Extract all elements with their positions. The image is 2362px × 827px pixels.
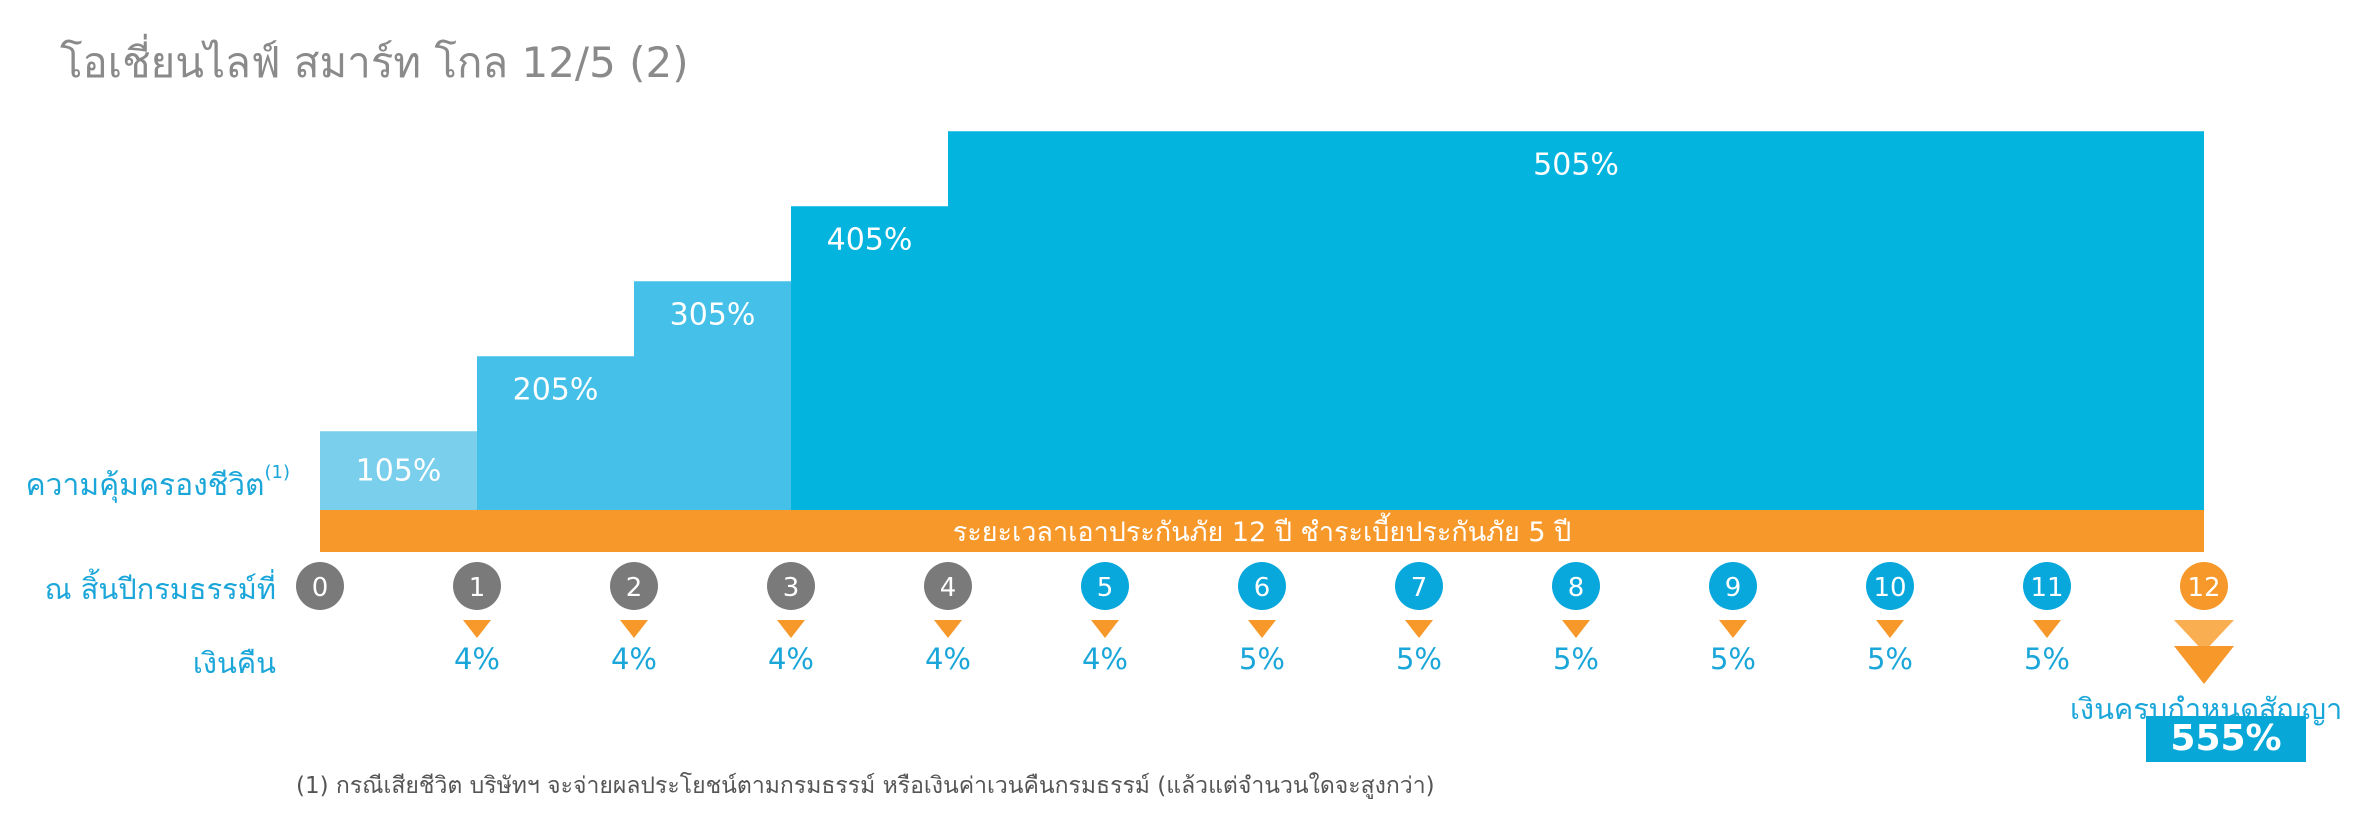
year-marker-12	[2180, 562, 2228, 610]
year-marker-7	[1395, 562, 1443, 610]
year-marker-4	[924, 562, 972, 610]
refund-value: 5%	[1867, 642, 1913, 676]
coverage-bar-label: 505%	[1533, 147, 1619, 182]
year-marker-11	[2023, 562, 2071, 610]
refund-value: 5%	[1396, 642, 1442, 676]
refund-arrow	[2033, 620, 2061, 638]
refund-arrow	[1091, 620, 1119, 638]
refund-value: 5%	[1710, 642, 1756, 676]
refund-arrow	[934, 620, 962, 638]
refund-arrow	[1405, 620, 1433, 638]
refund-arrow	[1876, 620, 1904, 638]
coverage-bar-2	[634, 281, 791, 510]
year-marker-label: 3	[783, 573, 800, 603]
refund-arrow	[1248, 620, 1276, 638]
year-marker-label: 11	[2030, 573, 2063, 603]
refund-arrow	[463, 620, 491, 638]
term-bar	[320, 510, 2204, 552]
maturity-value-badge: 555%	[2146, 716, 2306, 762]
coverage-axis-label: ความคุ้มครองชีวิต(1)	[25, 462, 291, 503]
year-marker-8	[1552, 562, 1600, 610]
maturity-arrow-top	[2174, 620, 2234, 652]
refund-value: 5%	[1239, 642, 1285, 676]
year-marker-label: 9	[1725, 573, 1742, 603]
refund-value: 5%	[1553, 642, 1599, 676]
coverage-bar-1	[477, 356, 634, 510]
coverage-bar-label: 205%	[513, 372, 599, 407]
refund-value: 5%	[2024, 642, 2070, 676]
coverage-bar-label: 405%	[827, 222, 913, 257]
coverage-bar-label: 305%	[670, 297, 756, 332]
page-title: โอเชี่ยนไลฟ์ สมาร์ท โกล 12/5 (2)	[60, 38, 689, 87]
coverage-bar-0	[320, 431, 477, 510]
year-marker-label: 6	[1254, 573, 1271, 603]
refund-value: 4%	[1082, 642, 1128, 676]
year-marker-label: 4	[940, 573, 957, 603]
year-marker-label: 5	[1097, 573, 1114, 603]
year-marker-label: 7	[1411, 573, 1428, 603]
year-marker-3	[767, 562, 815, 610]
year-marker-1	[453, 562, 501, 610]
maturity-arrow-bottom	[2174, 646, 2234, 684]
year-marker-9	[1709, 562, 1757, 610]
refund-value: 4%	[611, 642, 657, 676]
coverage-bar-3	[791, 206, 948, 510]
year-marker-5	[1081, 562, 1129, 610]
coverage-footnote-ref: (1)	[264, 462, 291, 483]
refund-value: 4%	[925, 642, 971, 676]
coverage-bar-4	[948, 131, 2204, 510]
refund-arrow	[1719, 620, 1747, 638]
year-marker-6	[1238, 562, 1286, 610]
coverage-bar-label: 105%	[356, 454, 442, 489]
footnote: (1) กรณีเสียชีวิต บริษัทฯ จะจ่ายผลประโยช…	[296, 773, 1435, 799]
term-bar-label: ระยะเวลาเอาประกันภัย 12 ปี ชำระเบี้ยประก…	[953, 512, 1572, 548]
year-marker-2	[610, 562, 658, 610]
year-marker-label: 8	[1568, 573, 1585, 603]
refund-label: เงินคืน	[192, 646, 276, 680]
refund-arrow	[777, 620, 805, 638]
year-marker-0	[296, 562, 344, 610]
refund-arrow	[1562, 620, 1590, 638]
year-marker-label: 12	[2187, 573, 2220, 603]
year-marker-label: 1	[469, 573, 486, 603]
refund-value: 4%	[454, 642, 500, 676]
year-marker-label: 2	[626, 573, 643, 603]
year-marker-label: 0	[312, 573, 329, 603]
year-marker-10	[1866, 562, 1914, 610]
policy-year-label: ณ สิ้นปีกรมธรรม์ที่	[44, 572, 276, 606]
year-marker-label: 10	[1873, 573, 1906, 603]
refund-value: 4%	[768, 642, 814, 676]
refund-arrow	[620, 620, 648, 638]
